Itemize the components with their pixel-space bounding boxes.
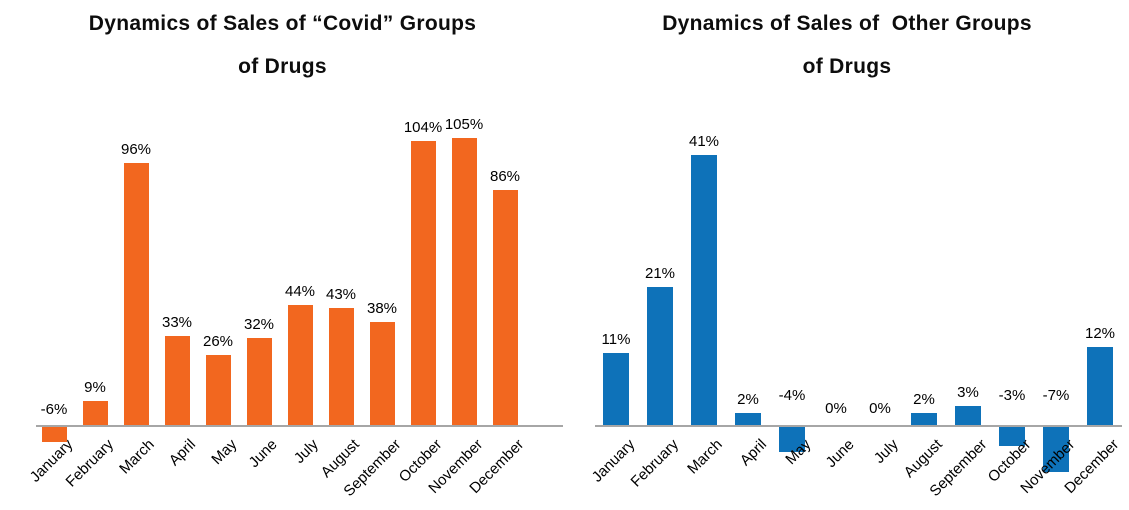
data-label-may: 26% [202,332,234,350]
bar-june [246,338,272,426]
plot-area-covid: -6% January 9% February 96% March 33% April 26% M… [26,116,563,500]
category-label-june: June [822,436,859,472]
data-label-march: 96% [120,140,152,158]
plot-area-other: 11% January 21% February 41% March 2% April -4% M… [565,0,1129,510]
data-label-december: 12% [1084,324,1116,342]
bar-march [691,155,717,426]
data-label-march: 41% [688,133,720,151]
bar-april [735,412,761,426]
data-label-january: 11% [601,331,631,349]
data-label-july: 44% [284,283,316,301]
category-label-april: April [736,436,771,470]
bar-november [451,138,477,426]
data-label-may: -4% [778,387,806,404]
chart-title-other-line2: of Drugs [802,55,892,78]
data-label-february: 9% [84,379,106,397]
bar-may [779,426,805,453]
category-label-may: May [207,436,241,469]
data-label-june: 0% [825,400,847,417]
bar-january [603,353,629,426]
bar-september [955,406,981,426]
data-label-december: 86% [489,168,521,186]
data-label-october: 104% [403,119,443,137]
chart-title-covid: Dynamics of Sales of “Covid” Groups of D… [0,2,565,88]
chart-title-other: Dynamics of Sales of Other Groups of Dru… [565,2,1129,88]
bar-may [205,354,231,426]
data-label-october: -3% [998,387,1026,404]
data-label-november: 105% [444,116,484,134]
x-axis-line [595,425,1122,427]
bar-july [287,305,313,426]
data-label-august: 2% [913,390,935,408]
category-label-march: March [116,436,159,478]
bar-april [164,335,190,426]
data-label-june: 32% [243,316,275,334]
category-label-june: June [245,436,282,472]
chart-title-covid-line2: of Drugs [238,55,327,78]
data-label-july: 0% [869,400,891,417]
data-label-february: 21% [644,265,676,283]
category-label-february: February [627,436,683,491]
data-label-april: 2% [737,390,759,408]
bar-october [410,141,436,426]
bar-august [911,412,937,426]
x-axis-line [36,425,563,427]
bar-november [1043,426,1069,473]
chart-title-covid-line1: Dynamics of Sales of “Covid” Groups [88,12,477,35]
data-label-november: -7% [1042,387,1070,404]
data-label-january: -6% [40,401,68,418]
chart-panel-other-drugs: Dynamics of Sales of Other Groups of Dru… [565,0,1129,510]
bar-january [41,426,67,443]
bar-december [492,190,518,426]
chart-title-other-line1: Dynamics of Sales of Other Groups [662,12,1032,35]
data-label-april: 33% [161,313,193,331]
category-label-march: March [684,436,727,478]
data-label-september: 3% [957,384,979,402]
bar-october [999,426,1025,446]
chart-panel-covid-drugs: Dynamics of Sales of “Covid” Groups of D… [0,2,565,500]
category-label-july: July [871,436,903,467]
category-label-april: April [165,436,200,470]
bar-february [82,401,108,426]
category-label-july: July [291,436,323,467]
bar-august [328,308,354,426]
bar-december [1087,346,1113,426]
bar-february [647,287,673,426]
data-label-september: 38% [366,299,398,317]
bar-march [123,162,149,426]
data-label-august: 43% [325,286,357,304]
bar-september [369,321,395,426]
